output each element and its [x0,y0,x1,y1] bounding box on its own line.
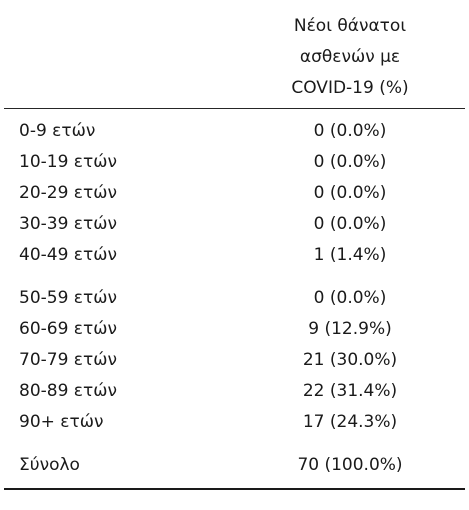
age-group-label: 0-9 ετών [19,121,96,141]
table-row: 20-29 ετών 0 (0.0%) [4,178,465,209]
deaths-value: 9 (12.9%) [308,319,392,339]
age-group-label: 10-19 ετών [19,152,117,172]
table-row: 80-89 ετών 22 (31.4%) [4,376,465,407]
table-row: 0-9 ετών 0 (0.0%) [4,116,465,147]
age-group-label: 80-89 ετών [19,381,117,401]
total-value: 70 (100.0%) [297,455,403,475]
value-column-header: Νέοι θάνατοι ασθενών με COVID-19 (%) [264,11,436,104]
age-group-label: 40-49 ετών [19,245,117,265]
total-label: Σύνολο [19,455,80,475]
deaths-value: 0 (0.0%) [313,121,387,141]
deaths-value: 0 (0.0%) [313,183,387,203]
deaths-value: 0 (0.0%) [313,152,387,172]
table-bottom-rule [4,488,465,490]
deaths-value: 0 (0.0%) [313,288,387,308]
age-group-label: 20-29 ετών [19,183,117,203]
age-group-label: 60-69 ετών [19,319,117,339]
table-row: 50-59 ετών 0 (0.0%) [4,283,465,314]
value-column-header-line-1: Νέοι θάνατοι [293,16,407,36]
age-group-label: 90+ ετών [19,412,104,432]
table-header: Νέοι θάνατοι ασθενών με COVID-19 (%) [4,0,465,109]
total-row: Σύνολο 70 (100.0%) [4,450,465,481]
age-group-label: 30-39 ετών [19,214,117,234]
covid-deaths-table: Νέοι θάνατοι ασθενών με COVID-19 (%) 0-9… [4,0,465,490]
table-row: 40-49 ετών 1 (1.4%) [4,240,465,271]
value-column-header-line-3: COVID-19 (%) [291,78,409,98]
deaths-value: 17 (24.3%) [302,412,398,432]
deaths-value: 22 (31.4%) [302,381,398,401]
deaths-value: 21 (30.0%) [302,350,398,370]
deaths-value: 1 (1.4%) [313,245,387,265]
age-group-label: 70-79 ετών [19,350,117,370]
table-row: 10-19 ετών 0 (0.0%) [4,147,465,178]
age-group-label: 50-59 ετών [19,288,117,308]
table-row: 70-79 ετών 21 (30.0%) [4,345,465,376]
value-column-header-line-2: ασθενών με [299,47,401,67]
table-row: 90+ ετών 17 (24.3%) [4,407,465,438]
table-row: 30-39 ετών 0 (0.0%) [4,209,465,240]
deaths-value: 0 (0.0%) [313,214,387,234]
table-row: 60-69 ετών 9 (12.9%) [4,314,465,345]
table-body: 0-9 ετών 0 (0.0%) 10-19 ετών 0 (0.0%) 20… [4,116,465,481]
